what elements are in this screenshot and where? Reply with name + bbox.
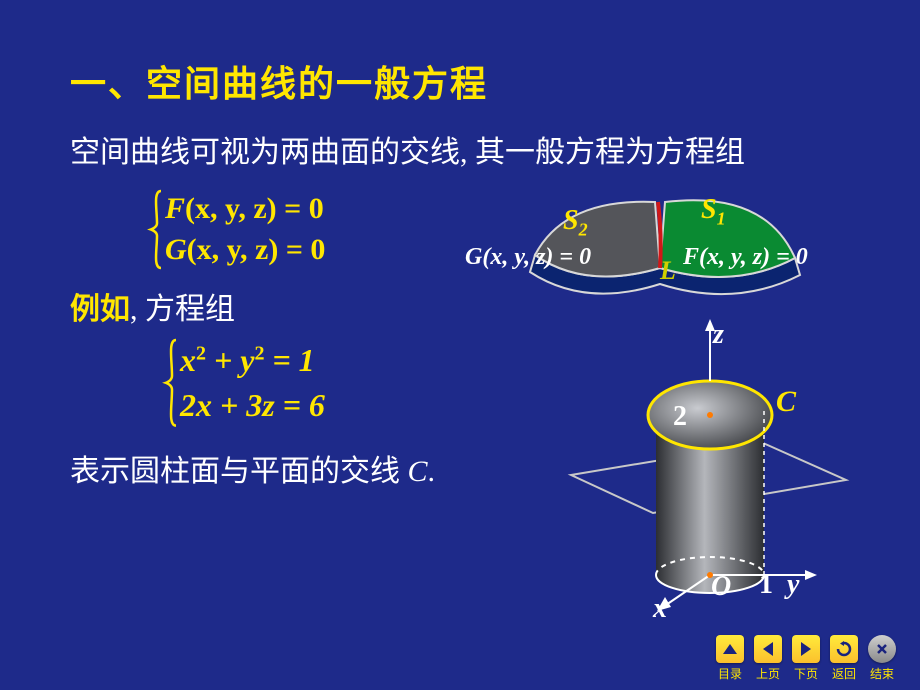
close-icon xyxy=(868,635,896,663)
back-arrow-icon xyxy=(830,635,858,663)
cylinder-plane-diagram: z y x O 1 2 C xyxy=(555,315,865,625)
two-label: 2 xyxy=(673,401,687,433)
label-S1: S1 xyxy=(701,194,726,230)
nav-bar: 目录 上页 下页 返回 结束 xyxy=(716,635,896,682)
nav-label: 结束 xyxy=(870,665,894,682)
book-surfaces-diagram: S2 S1 L G(x, y, z) = 0 F(x, y, z) = 0 xyxy=(465,180,865,310)
nav-label: 上页 xyxy=(756,665,780,682)
label-G-eq: G(x, y, z) = 0 xyxy=(465,244,591,271)
nav-next-button[interactable]: 下页 xyxy=(792,635,820,682)
label-F-eq: F(x, y, z) = 0 xyxy=(683,244,808,271)
one-label: 1 xyxy=(759,569,773,601)
right-triangle-icon xyxy=(792,635,820,663)
left-brace-icon xyxy=(147,189,165,270)
y-axis-label: y xyxy=(787,569,799,601)
section-title: 一、空间曲线的一般方程 xyxy=(70,55,850,107)
x-axis-label: x xyxy=(653,593,667,625)
nav-label: 下页 xyxy=(794,665,818,682)
left-brace-2-icon xyxy=(162,338,180,428)
nav-label: 目录 xyxy=(718,665,742,682)
cylinder-svg xyxy=(555,315,865,625)
nav-back-button[interactable]: 返回 xyxy=(830,635,858,682)
nav-end-button[interactable]: 结束 xyxy=(868,635,896,682)
nav-toc-button[interactable]: 目录 xyxy=(716,635,744,682)
up-triangle-icon xyxy=(716,635,744,663)
label-L: L xyxy=(660,256,676,286)
origin-label: O xyxy=(711,571,731,603)
z-axis-label: z xyxy=(713,319,724,351)
nav-prev-button[interactable]: 上页 xyxy=(754,635,782,682)
label-S2: S2 xyxy=(563,205,588,241)
nav-label: 返回 xyxy=(832,665,856,682)
C-label: C xyxy=(776,385,796,419)
left-triangle-icon xyxy=(754,635,782,663)
intro-line: 空间曲线可视为两曲面的交线, 其一般方程为方程组 xyxy=(70,127,850,171)
